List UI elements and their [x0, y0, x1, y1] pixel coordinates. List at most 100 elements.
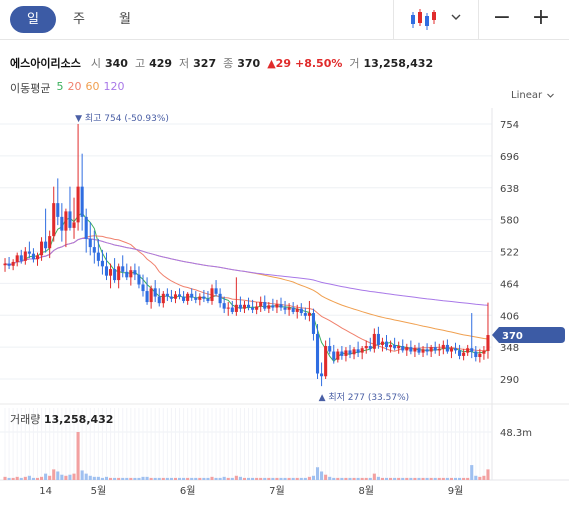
candle-body [11, 261, 15, 266]
candle-body [458, 350, 462, 356]
candle-body [478, 353, 482, 358]
volume-bar [344, 477, 348, 480]
date-tick-label: 6월 [180, 485, 196, 497]
volume-bar [299, 477, 303, 480]
candle-body [109, 269, 113, 276]
volume-bar [48, 475, 52, 480]
candle-body [23, 251, 27, 261]
candle-body [466, 348, 470, 353]
volume-bar [157, 477, 161, 480]
volume-bar [68, 474, 72, 480]
ma20-legend: 20 [67, 80, 82, 93]
current-price-label: 370 [502, 331, 523, 342]
volume-bar [401, 477, 405, 480]
candle-body [275, 304, 279, 308]
candle-body [84, 216, 88, 239]
volume-bar [31, 477, 35, 480]
volume-bar [125, 477, 129, 480]
volume-bar [255, 477, 259, 480]
volume-bar [352, 477, 356, 480]
zoom-out-button[interactable]: − [492, 5, 512, 30]
candle-body [409, 347, 413, 352]
candle-body [222, 303, 226, 309]
candle-body [279, 304, 283, 308]
candle-body [271, 305, 275, 308]
high-value: 429 [149, 57, 173, 70]
volume-bar [405, 477, 409, 480]
candle-body [255, 306, 259, 310]
candle-body [72, 222, 76, 228]
candle-body [198, 296, 202, 300]
candle-body [218, 293, 222, 304]
volume-bar [96, 476, 100, 480]
scale-select[interactable]: Linear [511, 90, 555, 101]
chevron-down-icon[interactable] [450, 11, 462, 23]
volume-bar [100, 477, 104, 480]
volume-value: 13,258,432 [363, 57, 434, 70]
candle-body [299, 308, 303, 314]
candle-body [425, 349, 429, 352]
date-tick-label: 9월 [448, 485, 464, 497]
candle-body [40, 241, 44, 256]
candle-body [348, 350, 352, 355]
candle-body [441, 344, 445, 349]
moving-average-legend[interactable]: 이동평균 5 20 60 120 [10, 80, 124, 96]
volume-bar [311, 475, 316, 480]
volume-bar [153, 477, 157, 480]
ma-legend-title: 이동평균 [10, 82, 51, 95]
candle-body [76, 186, 80, 223]
moving-average-lines [4, 212, 489, 363]
volume-bar [324, 474, 328, 480]
volume-label: 거 [349, 57, 360, 70]
volume-bar [44, 473, 48, 480]
volume-bar [190, 477, 194, 480]
ma60-legend: 60 [85, 80, 100, 93]
candlestick-type-icon[interactable] [409, 6, 437, 32]
tab-weekly[interactable]: 주 [73, 12, 85, 27]
tab-monthly[interactable]: 월 [119, 12, 131, 27]
change-value: ▲29 [267, 57, 291, 70]
volume-bar [462, 477, 466, 480]
candle-body [100, 260, 104, 267]
candle-body [368, 346, 372, 349]
chevron-down-icon [547, 93, 554, 98]
volume-series: 48.3m [0, 408, 532, 480]
candle-body [380, 341, 384, 345]
volume-bar [466, 477, 470, 480]
candle-body [376, 333, 380, 345]
zoom-in-button[interactable]: + [531, 5, 551, 30]
volume-bar [372, 473, 376, 480]
volume-bar [64, 475, 68, 480]
candle-body [417, 348, 421, 353]
volume-bar [380, 477, 384, 480]
price-tick-label: 348 [500, 343, 519, 354]
volume-title: 거래량 13,258,432 [10, 411, 113, 427]
volume-bar [348, 477, 352, 480]
volume-bar [129, 477, 133, 480]
volume-bar [121, 477, 125, 480]
volume-bar [40, 476, 44, 480]
volume-bar [303, 477, 307, 480]
tab-daily[interactable]: 일 [10, 6, 56, 33]
ma120-legend: 120 [103, 80, 125, 93]
price-tick-label: 522 [500, 248, 519, 259]
volume-bar [263, 477, 267, 480]
volume-max-label: 48.3m [500, 428, 532, 439]
volume-bar [80, 470, 84, 480]
candle-body [153, 288, 157, 297]
volume-bar [449, 477, 453, 480]
volume-bar [275, 477, 279, 480]
volume-bar [7, 477, 11, 480]
candle-body [157, 296, 161, 304]
volume-bar [295, 477, 299, 480]
candle-body [194, 297, 198, 300]
candlestick-series [3, 124, 490, 387]
price-tick-label: 290 [500, 375, 519, 386]
volume-bar [92, 476, 96, 480]
volume-bar [291, 477, 295, 480]
stock-name: 에스아이리소스 [10, 57, 81, 70]
volume-bar [393, 477, 397, 480]
volume-bar [214, 477, 218, 480]
candle-body [263, 302, 267, 309]
